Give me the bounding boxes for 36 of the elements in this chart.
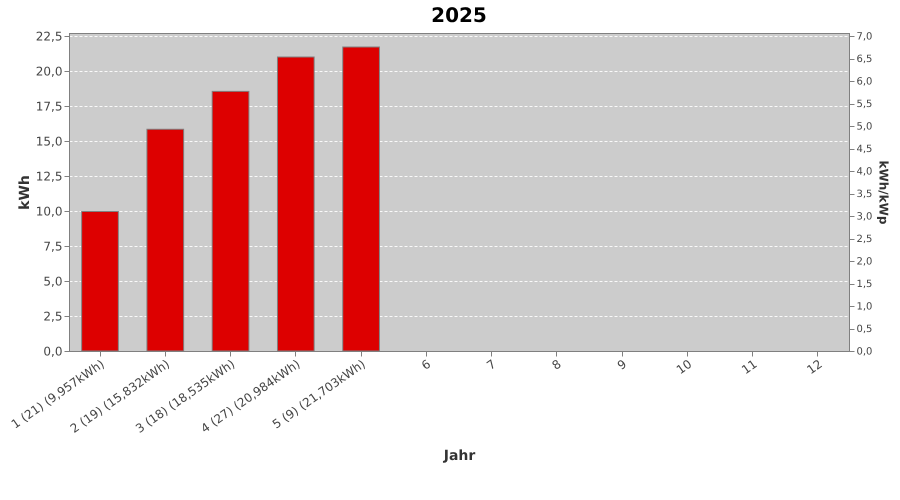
x-tick-label: 11 [739,356,760,378]
y2-tick-label: 3,0 [856,212,872,223]
y-axis-title: kWh [16,175,33,210]
y2-tick-label: 6,5 [856,54,872,66]
y2-axis-title: kWh/kWp [876,160,890,225]
y-tick-label: 17,5 [36,99,62,114]
y2-tick-label: 0,5 [856,324,872,336]
y-tick-label: 10,0 [36,204,62,218]
x-tick-label: 8 [550,356,564,373]
y-tick-label: 5,0 [43,274,62,288]
y-tick-label: 20,0 [36,64,62,78]
y2-tick-label: 2,5 [856,234,872,246]
y2-tick-label: 0,0 [856,346,872,358]
x-tick-label: 12 [804,356,825,378]
y2-tick-label: 1,5 [856,279,872,290]
y-tick-label: 15,0 [36,134,62,148]
y-tick-label: 0,0 [43,344,62,358]
y-tick-label: 7,5 [43,239,62,254]
y-tick-label: 12,5 [36,169,62,184]
y-tick-label: 22,5 [36,29,62,44]
y2-tick-label: 3,5 [856,189,872,200]
y2-tick-label: 5,0 [856,122,872,133]
x-axis-title: Jahr [442,448,476,464]
chart-title: 2025 [431,2,487,27]
x-tick-label: 7 [484,356,499,373]
y2-tick-label: 7,0 [856,32,872,43]
y2-tick-label: 4,5 [856,144,872,156]
y2-tick-label: 5,5 [856,99,872,110]
x-tick-label: 9 [614,356,630,373]
y2-tick-label: 4,0 [856,166,872,178]
y2-tick-label: 2,0 [856,256,872,268]
y2-tick-label: 6,0 [856,76,872,88]
y2-tick-label: 1,0 [856,302,872,313]
x-tick-label: 6 [418,356,434,373]
x-tick-label: 10 [674,356,694,378]
y-tick-label: 2,5 [43,309,62,324]
